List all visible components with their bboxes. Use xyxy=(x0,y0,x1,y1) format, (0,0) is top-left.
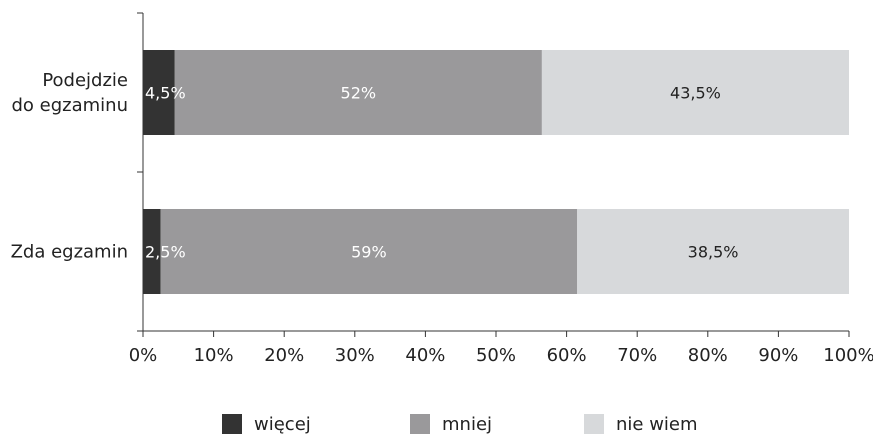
legend-item-nie-wiem: nie wiem xyxy=(584,412,698,436)
stacked-bar-chart: 4,5% 52% 43,5% Podejdzie do egzaminu 2,5% 59% 3… xyxy=(11,12,873,366)
data-label-nie-wiem-2: 38,5% xyxy=(688,243,739,262)
legend-label-mniej: mniej xyxy=(442,413,493,435)
legend-item-mniej: mniej xyxy=(410,412,492,436)
x-tick-label-80: 80% xyxy=(688,345,728,366)
x-tick-label-10: 10% xyxy=(194,345,234,366)
legend-label-nie-wiem: nie wiem xyxy=(616,413,698,435)
bar-wiecej-1 xyxy=(143,50,175,135)
legend-label-wiecej: więcej xyxy=(254,413,311,435)
legend-item-wiecej: więcej xyxy=(222,412,311,436)
category-label-1-line-1: Podejdzie xyxy=(42,70,128,91)
x-tick-label-30: 30% xyxy=(335,345,375,366)
x-tick-label-0: 0% xyxy=(129,345,158,366)
legend: więcej mniej nie wiem xyxy=(0,412,873,436)
bar-wiecej-2 xyxy=(143,209,161,294)
legend-swatch-nie-wiem xyxy=(584,414,604,434)
x-tick-label-90: 90% xyxy=(758,345,798,366)
x-tick-label-50: 50% xyxy=(476,345,516,366)
category-label-2-line-1: Zda egzamin xyxy=(11,242,128,263)
x-tick-label-20: 20% xyxy=(264,345,304,366)
data-label-mniej-2: 59% xyxy=(351,243,387,262)
bar-mniej-1 xyxy=(174,50,542,135)
legend-swatch-wiecej xyxy=(222,414,242,434)
data-label-wiecej-1: 4,5% xyxy=(145,84,186,103)
x-tick-label-40: 40% xyxy=(405,345,445,366)
data-label-nie-wiem-1: 43,5% xyxy=(670,84,721,103)
x-tick-label-70: 70% xyxy=(617,345,657,366)
data-label-mniej-1: 52% xyxy=(341,84,377,103)
legend-swatch-mniej xyxy=(410,414,430,434)
bar-nie-wiem-2 xyxy=(577,209,849,294)
bar-nie-wiem-1 xyxy=(541,50,849,135)
x-tick-label-100: 100% xyxy=(823,345,873,366)
data-label-wiecej-2: 2,5% xyxy=(145,243,186,262)
bar-mniej-2 xyxy=(160,209,578,294)
x-tick-label-60: 60% xyxy=(547,345,587,366)
category-label-1-line-2: do egzaminu xyxy=(12,95,129,116)
